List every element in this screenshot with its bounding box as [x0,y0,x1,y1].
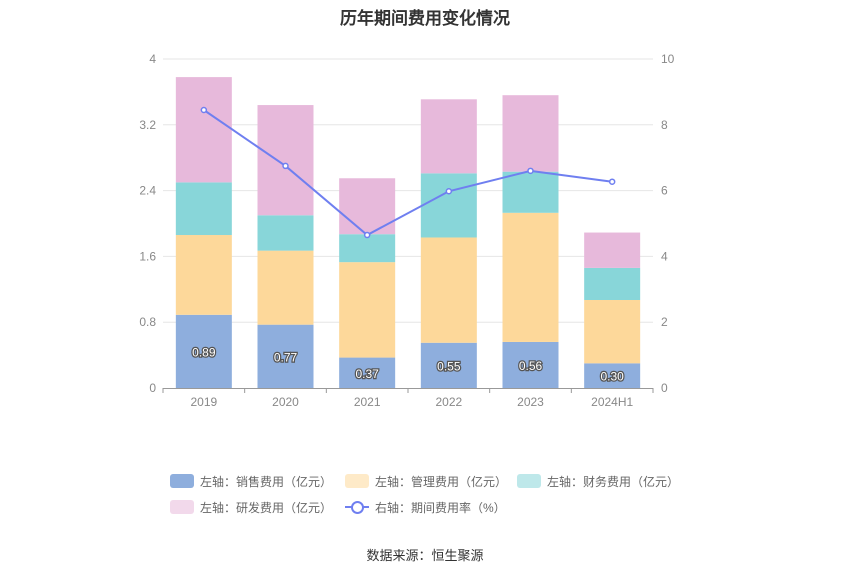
y-left-tick-label: 2.4 [139,184,156,198]
source-note: 数据来源：恒生聚源 [366,548,484,563]
bar-segment [175,182,232,236]
bar-segment [584,232,641,268]
x-tick-label: 2024H1 [591,395,633,409]
bar-data-label: 0.55 [437,359,461,373]
line-point [200,106,208,114]
y-left-tick-label: 0.8 [139,315,156,329]
y-left-tick-label: 1.6 [139,249,156,263]
bar-segment [420,173,477,238]
y-right-tick-label: 2 [661,315,668,329]
x-tick-label: 2022 [435,395,462,409]
bar-segment [257,250,314,325]
bar-segment [420,99,477,174]
bar-data-label: 0.56 [519,359,543,373]
bar-segment [257,324,314,388]
y-left-tick-label: 3.2 [139,118,156,132]
bar-segment [175,235,232,315]
legend-label: 左轴：管理费用（亿元） [375,474,508,489]
bar-segment [420,237,477,343]
legend-label: 左轴：财务费用（亿元） [547,474,680,489]
bar-segment [257,215,314,251]
bar-segment [584,363,641,388]
bar-data-label: 0.37 [355,367,379,381]
legend-label: 左轴：研发费用（亿元） [200,500,333,515]
series-line [203,109,613,237]
bar-segment [339,262,396,358]
bar-segment [502,341,559,388]
bar-segment [502,212,559,342]
legend-line-marker-icon [345,500,369,514]
line-point [445,188,453,195]
line-point [282,162,289,170]
y-right-tick-label: 4 [661,249,668,263]
bar-data-label: 0.89 [192,345,216,359]
x-tick-label: 2023 [517,395,544,409]
bar-segment [584,299,641,364]
legend-item[interactable]: 右轴：期间费用率（%） [345,498,506,516]
bar-segment [339,178,396,235]
legend-item[interactable]: 左轴：研发费用（亿元） [170,498,332,516]
line-point [527,167,534,175]
y-right-tick-label: 10 [661,52,675,66]
y-left-tick-label: 0 [149,381,156,395]
legend-swatch [170,474,194,488]
legend-swatch [345,474,369,488]
legend-swatch [517,474,541,488]
bar-segment [502,95,559,172]
bar-data-label: 0.30 [600,370,624,384]
y-right-tick-label: 6 [661,184,668,198]
x-tick-label: 2019 [190,395,217,409]
legend-label: 左轴：销售费用（亿元） [200,474,333,489]
bar-segment [175,77,232,183]
line-point [363,231,371,239]
chart-title: 历年期间费用变化情况 [340,9,510,28]
x-tick-label: 2021 [354,395,381,409]
bar-segment [420,342,477,388]
line-point [608,178,616,185]
chart-plot: 0 0.8 1.6 2.4 3.2 4 0 2 4 6 8 10 2019 2020 2021 2022 202… [139,52,675,409]
bar-segment [175,314,232,388]
legend-item[interactable]: 左轴：管理费用（亿元） [345,472,507,490]
legend-label: 右轴：期间费用率（%） [375,500,506,515]
legend-item[interactable]: 左轴：销售费用（亿元） [170,472,332,490]
bar-segment [339,234,396,263]
legend-swatch [170,500,194,514]
x-tick-label: 2020 [272,395,299,409]
bar-segment [502,171,559,213]
y-left-tick-label: 4 [149,52,156,66]
bar-segment [584,267,641,300]
bar-data-label: 0.77 [274,350,298,364]
bar-segment [339,357,396,388]
y-right-tick-label: 8 [661,118,668,132]
y-right-tick-label: 0 [661,381,668,395]
legend-item[interactable]: 左轴：财务费用（亿元） [517,472,679,490]
bar-segment [257,105,314,216]
